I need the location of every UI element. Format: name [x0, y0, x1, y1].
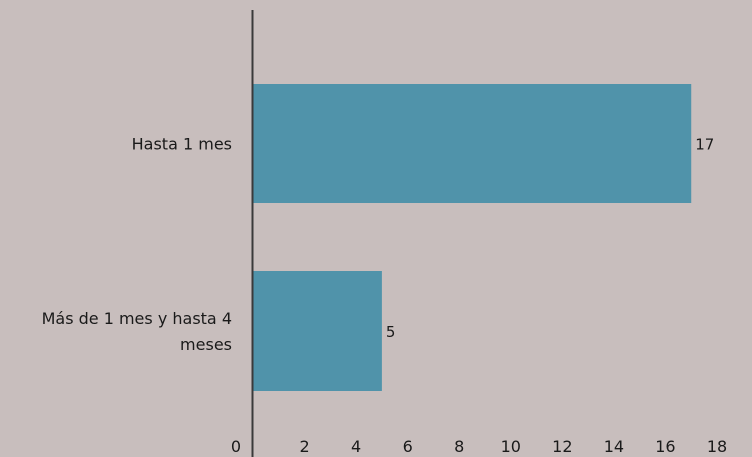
category-label-line: meses	[180, 335, 232, 354]
bar-1	[253, 271, 382, 391]
category-labels-group: Hasta 1 mes Más de 1 mes y hasta 4 meses	[42, 135, 232, 355]
x-tick-label-18: 18	[707, 437, 727, 456]
x-tick-label-8: 8	[454, 437, 464, 456]
x-tick-label-2: 2	[299, 437, 309, 456]
category-label-line: Más de 1 mes y hasta 4	[42, 309, 232, 328]
bars-group	[253, 84, 692, 391]
x-tick-label-0: 0	[231, 437, 241, 456]
data-label-1: 5	[386, 323, 396, 341]
x-tick-label-6: 6	[403, 437, 413, 456]
x-tick-label-12: 12	[552, 437, 572, 456]
category-label-0: Hasta 1 mes	[132, 135, 232, 154]
category-label-1: Más de 1 mes y hasta 4 meses	[42, 309, 232, 354]
x-tick-label-16: 16	[655, 437, 675, 456]
data-label-0: 17	[695, 136, 714, 154]
category-label-line: Hasta 1 mes	[132, 135, 232, 154]
x-tick-labels-group: 0 2 4 6 8 10 12 14 16 18	[231, 437, 727, 456]
x-tick-label-4: 4	[351, 437, 361, 456]
x-tick-label-10: 10	[501, 437, 521, 456]
x-tick-label-14: 14	[604, 437, 624, 456]
bar-0	[253, 84, 692, 203]
data-labels-group: 17 5	[386, 136, 714, 342]
